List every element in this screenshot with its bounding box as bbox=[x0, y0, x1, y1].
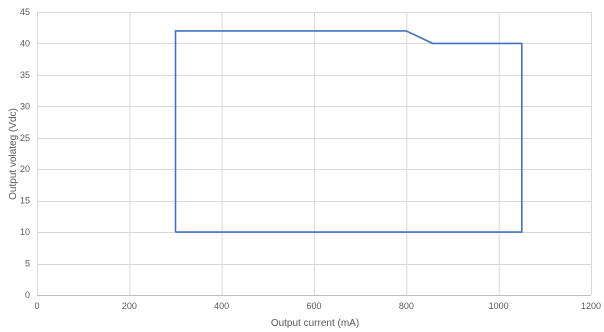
y-tick-label: 45 bbox=[20, 7, 30, 17]
y-tick-label: 0 bbox=[25, 290, 30, 300]
x-tick-label: 1200 bbox=[581, 301, 601, 311]
x-tick-label: 1000 bbox=[489, 301, 509, 311]
y-tick-label: 40 bbox=[20, 38, 30, 48]
x-tick-label: 0 bbox=[34, 301, 39, 311]
series-line bbox=[174, 30, 523, 233]
x-tick-label: 200 bbox=[122, 301, 137, 311]
gridlines bbox=[37, 12, 592, 295]
x-tick-label: 600 bbox=[306, 301, 321, 311]
y-axis-title: Output volateg (Vdc) bbox=[8, 108, 19, 200]
series-layer bbox=[174, 30, 523, 233]
axes bbox=[37, 12, 591, 296]
y-tick-label: 30 bbox=[20, 101, 30, 111]
x-axis-title: Output current (mA) bbox=[271, 318, 359, 329]
x-tick-label: 400 bbox=[214, 301, 229, 311]
y-tick-label: 10 bbox=[20, 227, 30, 237]
tick-labels: 0 200 400 600 800 1000 1200 0 5 10 15 20 25 30 35 40 45 bbox=[20, 7, 601, 311]
y-tick-label: 5 bbox=[25, 259, 30, 269]
y-tick-label: 20 bbox=[20, 164, 30, 174]
x-tick-label: 800 bbox=[399, 301, 414, 311]
y-tick-label: 25 bbox=[20, 133, 30, 143]
y-tick-label: 35 bbox=[20, 70, 30, 80]
y-tick-label: 15 bbox=[20, 196, 30, 206]
